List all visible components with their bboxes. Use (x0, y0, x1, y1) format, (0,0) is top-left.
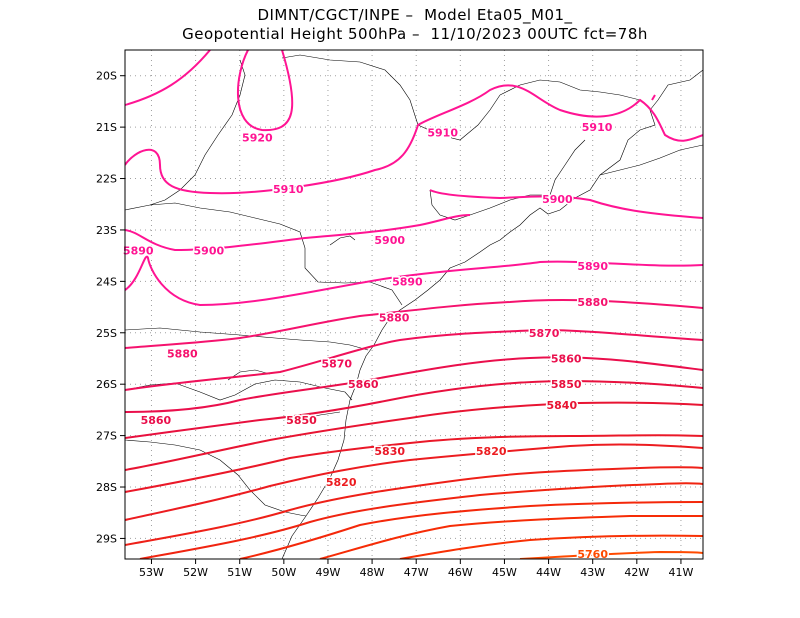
map-title-line1: DIMNT/CGCT/INPE – Model Eta05_M01_ (257, 6, 573, 24)
lat-tick-label: 25S (96, 327, 117, 340)
contour-label: 5890 (392, 275, 423, 288)
lat-tick-label: 26S (96, 378, 117, 391)
contour-5900-b (125, 214, 471, 252)
latitude-axis: 20S 21S 22S 23S 24S 25S 26S 27S 28S 29S (96, 70, 125, 545)
contour-label: 5880 (577, 296, 608, 309)
contour-5820 (125, 443, 703, 521)
contour-label: 5880 (379, 311, 410, 324)
lat-tick-label: 28S (96, 481, 117, 494)
contour-label: 5900 (542, 193, 573, 206)
contour-label: 5830 (374, 445, 405, 458)
contour-5850 (125, 379, 703, 439)
lat-tick-label: 29S (96, 532, 117, 545)
contour-label: 5850 (551, 378, 582, 391)
lat-tick-label: 27S (96, 430, 117, 443)
contour-label: 5890 (577, 260, 608, 273)
contour-label: 5850 (286, 414, 317, 427)
contour-label: 5880 (167, 347, 198, 360)
contour-5780 (319, 514, 703, 559)
lon-tick-label: 52W (183, 566, 208, 579)
map-title-line2: Geopotential Height 500hPa – 11/10/2023 … (182, 25, 648, 43)
contour-5840 (125, 401, 703, 471)
lon-tick-label: 43W (580, 566, 605, 579)
lon-tick-label: 53W (139, 566, 164, 579)
lon-tick-label: 41W (669, 566, 694, 579)
contour-labels: 5920 5910 5910 5910 5900 5900 5900 5890 5890 5890… (121, 120, 614, 563)
contour-label: 5860 (348, 378, 379, 391)
contour-5880-a (125, 299, 703, 349)
lon-tick-label: 48W (360, 566, 385, 579)
contour-5790 (239, 501, 703, 559)
lon-tick-label: 49W (316, 566, 341, 579)
longitude-axis: 53W 52W 51W 50W 49W 48W 47W 46W 45W 44W 43W 42W 41W (139, 559, 693, 579)
contour-label: 5910 (427, 126, 458, 139)
plot-frame (124, 49, 704, 560)
contour-5870 (125, 328, 703, 391)
lon-tick-label: 51W (227, 566, 252, 579)
lon-tick-label: 45W (492, 566, 517, 579)
contour-label: 5820 (476, 445, 507, 458)
contour-label: 5860 (141, 414, 172, 427)
coastline-and-borders (125, 54, 703, 559)
contour-label: 5910 (582, 121, 613, 134)
lat-tick-label: 21S (96, 121, 117, 134)
lat-tick-label: 24S (96, 275, 117, 288)
contour-label: 5860 (551, 352, 582, 365)
lat-tick-label: 20S (96, 70, 117, 83)
contour-5900-a (429, 189, 703, 219)
contour-label: 5820 (326, 476, 357, 489)
contour-5910-a (125, 84, 703, 195)
contour-5860 (125, 356, 703, 413)
lon-tick-label: 42W (624, 566, 649, 579)
contour-5910-b (651, 94, 656, 101)
contour-lines (125, 50, 703, 559)
contour-5920-a (125, 50, 211, 106)
lat-tick-label: 23S (96, 224, 117, 237)
contour-label: 5870 (529, 327, 560, 340)
contour-5800 (139, 482, 703, 559)
lon-tick-label: 47W (404, 566, 429, 579)
lon-tick-label: 46W (448, 566, 473, 579)
contour-label: 5900 (194, 245, 225, 258)
lat-tick-label: 22S (96, 173, 117, 186)
contour-5760 (519, 550, 703, 559)
contour-5810 (125, 466, 703, 546)
contour-label: 5890 (123, 245, 154, 258)
contour-5830 (125, 434, 703, 493)
contour-label: 5760 (577, 548, 608, 561)
contour-label: 5870 (321, 358, 352, 371)
contour-5890 (125, 255, 703, 307)
lon-tick-label: 50W (271, 566, 296, 579)
contour-label: 5900 (374, 234, 405, 247)
contour-5770 (399, 534, 703, 559)
contour-label: 5920 (242, 131, 273, 144)
lon-tick-label: 44W (536, 566, 561, 579)
contour-label: 5910 (273, 183, 304, 196)
contour-5920-b (236, 50, 294, 132)
contour-label: 5840 (546, 399, 577, 412)
